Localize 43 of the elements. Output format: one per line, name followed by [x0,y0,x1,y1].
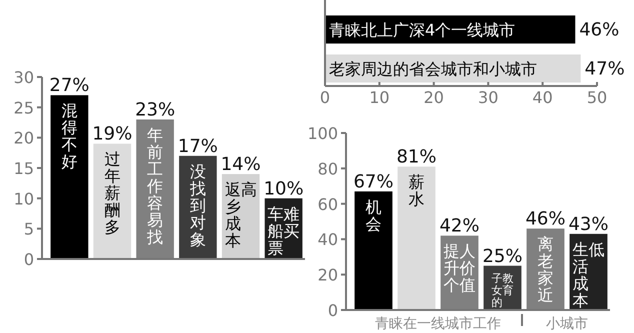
text: 小城市 [546,316,588,332]
data-label: 43% [568,214,609,235]
x-tick-label: 薪水 [408,172,424,209]
data-label: 19% [92,124,132,145]
data-label: 81% [396,146,437,168]
x-tick-label: 没找到对象 [188,162,206,249]
data-label: 27% [49,75,90,96]
x-tick-label: 子女的教育 [492,272,514,309]
data-label: 67% [353,171,394,192]
x-tick-label: 机会 [366,197,382,234]
y-tick-label: 青睐北上广深4个一线城市 [329,20,516,40]
data-label: 42% [439,216,480,237]
data-label: 17% [178,136,218,157]
y-tick-label: 100 [307,124,338,143]
x-tick-label: 混得不好 [61,101,78,172]
data-label: 25% [482,246,523,267]
y-tick-label: 0 [328,301,338,320]
y-tick-label: 60 [318,194,338,214]
x-tick-label: 10 [369,88,390,107]
x-tick-label: 50 [586,88,608,107]
x-tick-label: 40 [532,88,553,107]
data-label: 23% [135,99,176,120]
y-tick-label: 5 [24,220,34,239]
x-tick-label: 车船票难买 [268,204,300,258]
x-tick-label: 20 [424,88,444,107]
y-tick-label: 25 [14,98,34,118]
x-tick-label: 过年薪酬多 [104,150,120,237]
x-tick-label: 提升个人价值 [444,242,476,295]
data-label: 14% [220,154,261,176]
data-label: 46% [579,20,620,40]
category-label: 返乡成本高 [224,180,257,250]
x-tick-label: 年前工作容易找 [146,125,164,246]
category-label: 生活成本低 [572,240,604,310]
data-label: 10% [264,178,304,200]
y-tick-label: 30 [14,68,34,87]
y-tick-label: 老家周边的省会城市和小城市 [329,60,537,78]
y-tick-label: 80 [318,159,338,178]
x-tick-label: 离老家近 [538,234,554,305]
data-label: 46% [525,208,566,230]
data-label: 47% [584,58,625,80]
text: 青睐在一线城市工作 [375,316,501,332]
y-tick-label: 15 [14,159,34,178]
x-tick-label: 30 [478,88,498,107]
